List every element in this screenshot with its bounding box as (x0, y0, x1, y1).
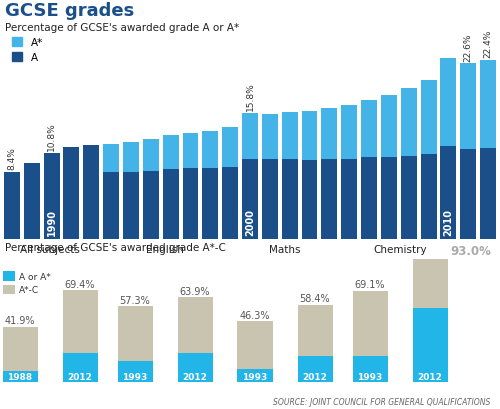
Bar (381, 158, 397, 239)
Bar (103, 172, 119, 239)
Text: 1993: 1993 (122, 372, 148, 381)
Bar (342, 105, 357, 160)
Text: 2012: 2012 (68, 372, 92, 381)
Bar (24, 164, 40, 239)
Bar (162, 170, 178, 239)
Bar (352, 291, 388, 382)
Bar (182, 133, 198, 169)
Bar (2, 371, 37, 382)
Text: Maths: Maths (269, 245, 301, 254)
Bar (238, 369, 272, 382)
Bar (242, 160, 258, 239)
Bar (282, 160, 298, 239)
Bar (202, 132, 218, 169)
Text: Percentage of GCSE's awarded grade A*-C: Percentage of GCSE's awarded grade A*-C (5, 242, 226, 252)
Text: 1988: 1988 (8, 372, 32, 381)
Bar (401, 156, 416, 239)
Text: SOURCE: JOINT COUNCIL FOR GENERAL QUALIFICATIONS: SOURCE: JOINT COUNCIL FOR GENERAL QUALIF… (272, 398, 490, 407)
Bar (2, 285, 15, 294)
Text: 57.3%: 57.3% (120, 295, 150, 305)
Bar (118, 306, 152, 382)
Bar (62, 353, 98, 382)
Bar (298, 356, 332, 382)
Text: 22.4%: 22.4% (484, 30, 492, 58)
Bar (62, 290, 98, 382)
Text: 10.8%: 10.8% (47, 122, 56, 151)
Text: 41.9%: 41.9% (5, 316, 35, 326)
Bar (440, 59, 456, 147)
Bar (178, 298, 212, 382)
Bar (440, 147, 456, 239)
Text: 63.9%: 63.9% (180, 286, 210, 297)
Text: 46.3%: 46.3% (240, 310, 270, 320)
Bar (84, 145, 99, 239)
Bar (182, 169, 198, 239)
Bar (118, 361, 152, 382)
Bar (262, 160, 278, 239)
Text: 1993: 1993 (242, 372, 268, 381)
Bar (381, 96, 397, 158)
Text: GCSE grades: GCSE grades (5, 2, 134, 20)
Bar (123, 173, 139, 239)
Bar (64, 148, 80, 239)
Text: Chemistry: Chemistry (373, 245, 427, 254)
Text: 15.8%: 15.8% (246, 82, 254, 111)
Bar (222, 128, 238, 168)
Text: 69.1%: 69.1% (355, 279, 385, 290)
Bar (342, 160, 357, 239)
Text: 2012: 2012 (418, 372, 442, 381)
Bar (282, 112, 298, 160)
Text: A*-C: A*-C (19, 285, 39, 294)
Text: 8.4%: 8.4% (8, 147, 16, 170)
Text: 1993: 1993 (358, 372, 382, 381)
Bar (361, 158, 377, 239)
Bar (460, 150, 476, 239)
Bar (143, 139, 158, 171)
Bar (480, 148, 496, 239)
Bar (361, 101, 377, 158)
Text: 2000: 2000 (245, 208, 255, 235)
Bar (238, 321, 272, 382)
Bar (162, 136, 178, 170)
Bar (302, 112, 318, 160)
Bar (262, 115, 278, 160)
Text: 2012: 2012 (182, 372, 208, 381)
Bar (143, 171, 158, 239)
Text: A or A*: A or A* (19, 272, 51, 281)
Text: Percentage of GCSE's awarded grade A or A*: Percentage of GCSE's awarded grade A or … (5, 22, 239, 32)
Bar (352, 356, 388, 382)
Text: All subjects: All subjects (20, 245, 80, 254)
Text: 2012: 2012 (302, 372, 328, 381)
Bar (103, 144, 119, 172)
Bar (480, 61, 496, 148)
Bar (420, 81, 436, 155)
Text: 93.0%: 93.0% (450, 245, 491, 258)
Text: 2010: 2010 (444, 208, 454, 235)
Bar (44, 153, 60, 239)
Bar (412, 308, 448, 382)
Bar (2, 272, 15, 281)
Bar (322, 160, 338, 239)
Bar (298, 305, 332, 382)
Bar (302, 160, 318, 239)
Legend: A*, A: A*, A (8, 34, 47, 67)
Bar (202, 169, 218, 239)
Text: 22.6%: 22.6% (464, 33, 473, 61)
Bar (460, 64, 476, 150)
Bar (412, 259, 448, 382)
Bar (420, 155, 436, 239)
Bar (123, 143, 139, 173)
Bar (322, 108, 338, 160)
Text: 1990: 1990 (46, 208, 56, 235)
Text: English: English (146, 245, 184, 254)
Text: 58.4%: 58.4% (300, 294, 330, 304)
Bar (2, 327, 37, 382)
Bar (4, 172, 20, 239)
Bar (222, 168, 238, 239)
Bar (401, 88, 416, 156)
Bar (242, 113, 258, 160)
Text: 69.4%: 69.4% (65, 279, 95, 289)
Bar (178, 353, 212, 382)
